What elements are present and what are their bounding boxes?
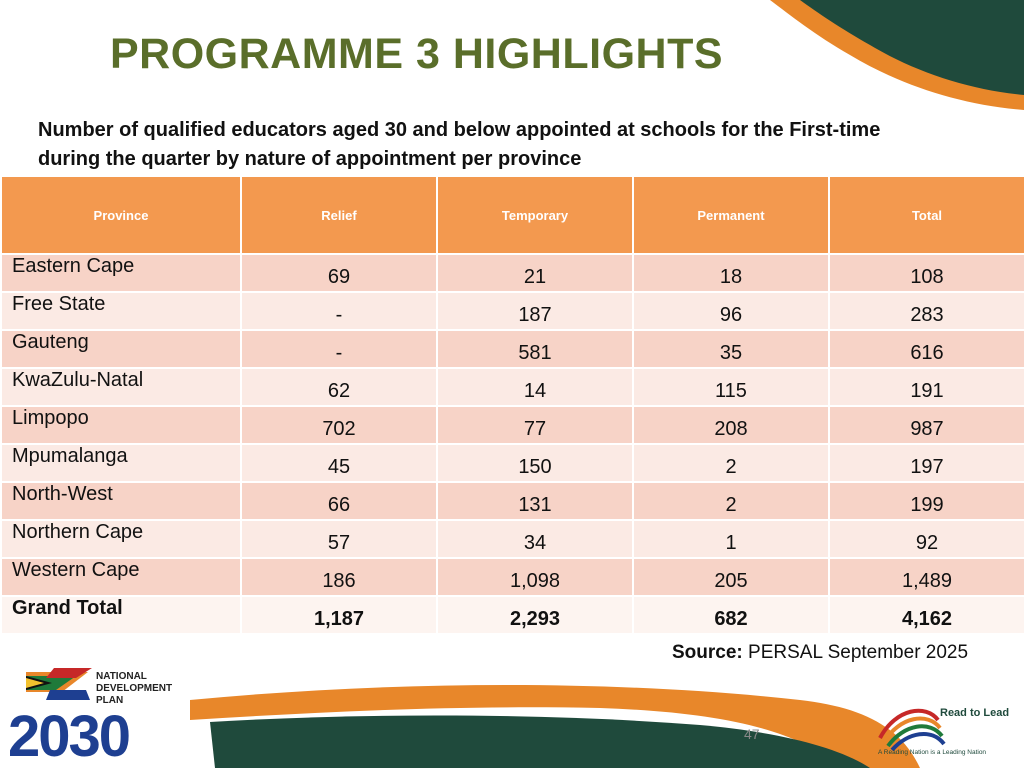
temporary-cell: 150 xyxy=(436,443,634,483)
province-cell: Eastern Cape xyxy=(0,253,242,293)
table-subtitle: Number of qualified educators aged 30 an… xyxy=(38,119,881,170)
grand-total-label: Grand Total xyxy=(0,595,242,635)
permanent-cell: 18 xyxy=(632,253,830,293)
permanent-total-cell: 682 xyxy=(632,595,830,635)
relief-total-cell: 1,187 xyxy=(240,595,438,635)
table-row: Mpumalanga 45 150 2 197 xyxy=(0,443,1024,483)
permanent-cell: 115 xyxy=(632,367,830,407)
header-total: Total xyxy=(828,177,1024,255)
table-row: Gauteng - 581 35 616 xyxy=(0,329,1024,369)
bottom-orange-swoosh xyxy=(190,685,920,768)
book-arc-icon xyxy=(878,708,940,739)
permanent-cell: 35 xyxy=(632,329,830,369)
ndp-2030-logo: NATIONAL DEVELOPMENT PLAN 2030 xyxy=(8,668,172,760)
total-cell: 283 xyxy=(828,291,1024,331)
relief-cell: 186 xyxy=(240,557,438,597)
temporary-cell: 581 xyxy=(436,329,634,369)
province-cell: Mpumalanga xyxy=(0,443,242,483)
table-header-row: Province Relief Temporary Permanent Tota… xyxy=(0,177,1024,255)
page-number: 47 xyxy=(744,726,760,742)
table-row: Northern Cape 57 34 1 92 xyxy=(0,519,1024,559)
total-cell: 191 xyxy=(828,367,1024,407)
relief-cell: 45 xyxy=(240,443,438,483)
slide-title: PROGRAMME 3 HIGHLIGHTS xyxy=(110,30,724,78)
relief-cell: 702 xyxy=(240,405,438,445)
source-text: PERSAL September 2025 xyxy=(742,642,969,663)
province-cell: Northern Cape xyxy=(0,519,242,559)
total-cell: 987 xyxy=(828,405,1024,445)
relief-cell: - xyxy=(240,329,438,369)
ndp-line1: NATIONAL xyxy=(96,671,147,682)
total-cell: 197 xyxy=(828,443,1024,483)
grand-total-cell: 4,162 xyxy=(828,595,1024,635)
province-cell: North-West xyxy=(0,481,242,521)
grand-total-row: Grand Total 1,187 2,293 682 4,162 xyxy=(0,595,1024,635)
temporary-cell: 14 xyxy=(436,367,634,407)
temporary-total-cell: 2,293 xyxy=(436,595,634,635)
temporary-cell: 1,098 xyxy=(436,557,634,597)
read-to-lead-title: Read to Lead xyxy=(940,707,1009,719)
province-cell: Free State xyxy=(0,291,242,331)
header-temporary: Temporary xyxy=(436,177,634,255)
temporary-cell: 131 xyxy=(436,481,634,521)
province-cell: Western Cape xyxy=(0,557,242,597)
ndp-line3: PLAN xyxy=(96,695,123,706)
permanent-cell: 2 xyxy=(632,481,830,521)
total-cell: 199 xyxy=(828,481,1024,521)
permanent-cell: 205 xyxy=(632,557,830,597)
province-cell: Gauteng xyxy=(0,329,242,369)
relief-cell: - xyxy=(240,291,438,331)
table-row: KwaZulu-Natal 62 14 115 191 xyxy=(0,367,1024,407)
ndp-line2: DEVELOPMENT xyxy=(96,683,172,694)
province-cell: Limpopo xyxy=(0,405,242,445)
relief-cell: 57 xyxy=(240,519,438,559)
table-row: Western Cape 186 1,098 205 1,489 xyxy=(0,557,1024,597)
relief-cell: 66 xyxy=(240,481,438,521)
table-row: Eastern Cape 69 21 18 108 xyxy=(0,253,1024,293)
table-row: North-West 66 131 2 199 xyxy=(0,481,1024,521)
permanent-cell: 2 xyxy=(632,443,830,483)
read-to-lead-logo: Read to Lead A Reading Nation is a Leadi… xyxy=(878,707,1009,756)
table-row: Limpopo 702 77 208 987 xyxy=(0,405,1024,445)
total-cell: 92 xyxy=(828,519,1024,559)
relief-cell: 62 xyxy=(240,367,438,407)
header-province: Province xyxy=(0,177,242,255)
temporary-cell: 21 xyxy=(436,253,634,293)
educators-table: Province Relief Temporary Permanent Tota… xyxy=(0,177,1024,635)
temporary-cell: 187 xyxy=(436,291,634,331)
header-relief: Relief xyxy=(240,177,438,255)
bottom-green-swoosh xyxy=(210,715,870,768)
header-permanent: Permanent xyxy=(632,177,830,255)
temporary-cell: 34 xyxy=(436,519,634,559)
permanent-cell: 1 xyxy=(632,519,830,559)
ndp-year: 2030 xyxy=(8,704,129,760)
permanent-cell: 96 xyxy=(632,291,830,331)
temporary-cell: 77 xyxy=(436,405,634,445)
read-to-lead-tagline: A Reading Nation is a Leading Nation xyxy=(878,749,986,756)
table-row: Free State - 187 96 283 xyxy=(0,291,1024,331)
total-cell: 616 xyxy=(828,329,1024,369)
province-cell: KwaZulu-Natal xyxy=(0,367,242,407)
source-note: Source: PERSAL September 2025 xyxy=(672,642,968,664)
total-cell: 108 xyxy=(828,253,1024,293)
relief-cell: 69 xyxy=(240,253,438,293)
permanent-cell: 208 xyxy=(632,405,830,445)
total-cell: 1,489 xyxy=(828,557,1024,597)
source-label: Source: xyxy=(672,642,743,663)
